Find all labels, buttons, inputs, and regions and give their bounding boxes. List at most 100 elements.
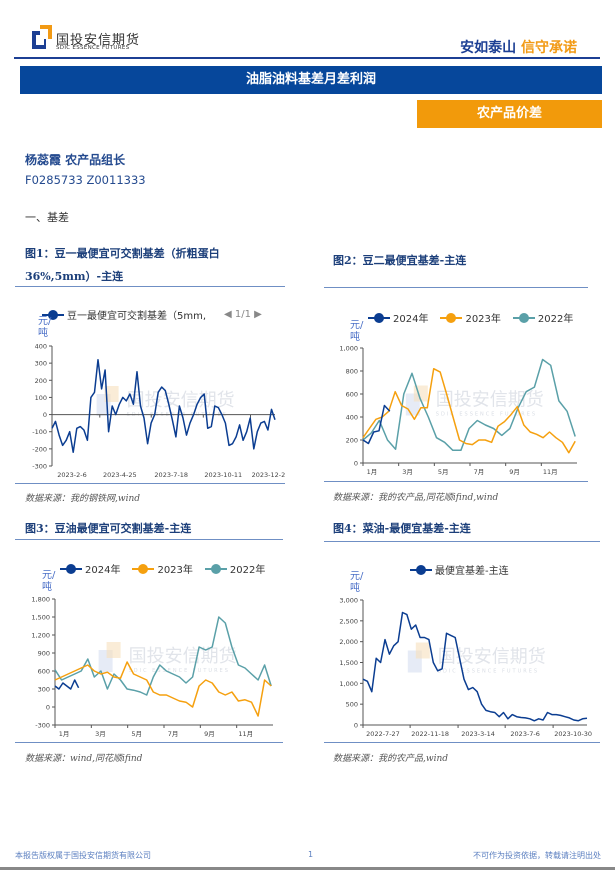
figure-1-top-rule [15,286,285,287]
watermark-subtext: SDIC ESSENCE FUTURES [129,668,230,674]
figure-2-bottom-rule [324,481,588,482]
legend-label: 2024年 [85,565,121,576]
figure-3-top-rule [15,539,283,540]
x-tick-label: 7月 [168,730,179,738]
y-tick-label: 1,500 [339,659,358,667]
figure-3-legend: 2024年 2023年 2022年 [60,561,273,576]
footer-copyright: 本报告版权属于国投安信期货有限公司 [15,851,151,860]
figure-2-top-rule [324,287,588,288]
x-tick-label: 3月 [95,730,106,738]
x-tick-label: 2023-10-30 [554,730,592,738]
legend-item[interactable]: 豆一最便宜可交割基差（5mm, [42,307,206,322]
x-tick-label: 2023-10-11 [204,471,242,479]
y-tick-label: -300 [35,722,50,730]
x-tick-label: 11月 [238,730,253,738]
x-tick-label: 2023-12-27 [252,471,285,479]
y-tick-label: 600 [38,668,50,676]
series-line-最便宜基差-主连 [362,611,588,722]
y-tick-label: 1,500 [31,614,50,622]
y-tick-label: 300 [35,360,47,368]
y-tick-label: 400 [346,414,358,422]
y-tick-label: 0 [46,704,50,712]
watermark-logo-icon [106,642,121,658]
watermark-text: 国投安信期货 [127,390,235,411]
x-tick-label: 9月 [509,468,520,476]
y-tick-label: -200 [32,445,47,453]
series-line-2023年 [54,661,272,717]
legend-item-2024[interactable]: 2024年 [60,561,120,576]
y-tick-label: 0 [354,722,358,730]
series-line-2023年 [362,367,576,454]
x-tick-label: 2023-4-25 [103,471,137,479]
footer-divider [0,867,615,870]
x-tick-label: 2023-7-18 [154,471,188,479]
legend-label: 2022年 [537,314,574,325]
y-tick-label: 0 [354,460,358,468]
x-tick-label: 2022-11-18 [411,730,449,738]
legend-marker-icon [368,312,390,323]
figure-3-title: 图3：豆油最便宜可交割基差-主连 [25,522,192,535]
legend-item-2022[interactable]: 2022年 [512,310,574,325]
x-tick-label: 1月 [59,730,70,738]
figure-2-source: 数据来源：我的农产品,同花顺ifind,wind [333,493,499,503]
series-line-2024年 [362,404,391,445]
x-tick-label: 11月 [543,468,558,476]
series-line-2022年 [362,358,576,452]
legend-marker-icon [60,563,82,574]
figure-4-title: 图4：菜油-最便宜基差-主连 [333,522,471,535]
legend-pager[interactable]: ◀ 1/1 ▶ [224,309,262,320]
figure-2-legend: 2024年 2023年 2022年 [368,310,581,325]
y-tick-label: 400 [35,343,47,351]
x-tick-label: 2023-2-6 [57,471,87,479]
legend-marker-icon [42,309,64,320]
section-heading: 一、基差 [25,211,69,224]
legend-label: 2023年 [465,314,501,325]
figure-1-title-line2: 36%,5mm）-主连 [25,270,124,283]
figure-1-source: 数据来源：我的钢铁网,wind [25,494,141,504]
logo-subtext: SDIC ESSENCE FUTURES [56,45,130,51]
legend-item[interactable]: 最便宜基差-主连 [410,562,509,577]
y-tick-label: 1,800 [31,596,50,604]
y-tick-label: 300 [38,686,50,694]
figure-4-top-rule [324,541,600,542]
company-logo-icon [32,25,52,49]
legend-marker-icon [132,563,155,574]
x-tick-label: 1月 [367,468,378,476]
watermark-text: 国投安信期货 [129,646,237,667]
y-tick-label: 600 [346,391,358,399]
legend-marker-icon [204,563,227,574]
x-tick-label: 2023-3-14 [461,730,495,738]
legend-item-2023[interactable]: 2023年 [132,561,193,576]
series-line-2024年 [54,679,80,690]
footer-page-number: 1 [308,850,314,859]
legend-item-2024[interactable]: 2024年 [368,310,428,325]
legend-label: 豆一最便宜可交割基差（5mm, [67,311,207,322]
y-tick-label: 500 [346,701,358,709]
y-tick-label: 2,500 [339,617,358,625]
figure-4-source: 数据来源：我的农产品,wind [333,754,449,764]
legend-label: 2024年 [393,314,429,325]
x-tick-label: 2022-7-27 [366,730,400,738]
watermark-logo-icon [415,642,430,659]
watermark-logo-icon [104,386,119,402]
watermark-subtext: SDIC ESSENCE FUTURES [436,412,537,418]
figure-4-legend: 最便宜基差-主连 [410,562,517,577]
figure-1-legend: 豆一最便宜可交割基差（5mm, ◀ 1/1 ▶ [42,307,262,322]
x-tick-label: 5月 [438,468,449,476]
series-line-豆一最便宜可交割基差（5mm, [51,358,276,454]
legend-item-2023[interactable]: 2023年 [440,310,501,325]
y-tick-label: 100 [35,394,47,402]
legend-label: 最便宜基差-主连 [435,566,509,577]
category-tag: 农产品价差 [417,100,602,128]
legend-item-2022[interactable]: 2022年 [204,561,265,576]
y-tick-label: 1,000 [339,680,358,688]
footer-disclaimer: 不可作为投资依据，转载请注明出处 [473,851,601,860]
legend-marker-icon [440,312,463,323]
watermark-subtext: SDIC ESSENCE FUTURES [438,669,539,675]
y-tick-label: 200 [346,437,358,445]
report-title-banner: 油脂油料基差月差利润 [20,66,602,94]
x-tick-label: 3月 [402,468,413,476]
figure-3-bottom-rule [15,742,283,743]
